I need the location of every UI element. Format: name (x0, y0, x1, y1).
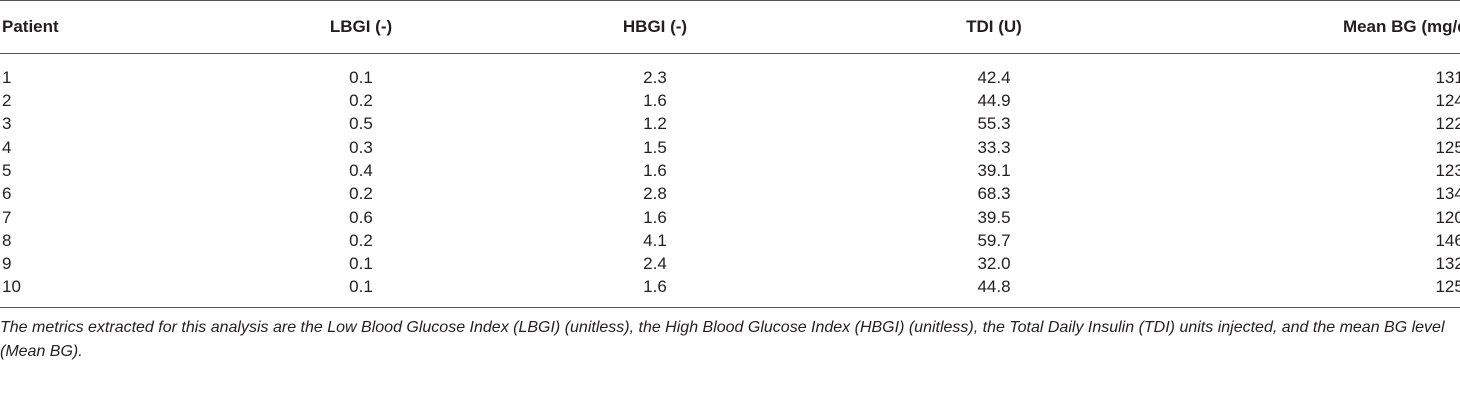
cell-tdi: 39.5 (977, 207, 1011, 227)
cell-patient: 9 (2, 254, 12, 274)
cell-tdi: 42.4 (977, 68, 1011, 87)
cell-tdi: 68.3 (977, 184, 1011, 204)
table-row: 1 0.1 2.3 42.4 131.4 (0, 54, 1460, 90)
results-table-container: Patient LBGI (-) HBGI (-) TDI (U) Mean B… (0, 0, 1460, 361)
cell-lbgi: 0.4 (349, 161, 373, 181)
cell-mean-bg: 123.3 (1435, 161, 1460, 181)
cell-lbgi: 0.1 (349, 68, 373, 87)
cell-lbgi: 0.2 (349, 184, 373, 204)
cell-mean-bg: 132.4 (1435, 254, 1460, 274)
cell-hbgi: 1.5 (643, 137, 667, 157)
header-mean-bg: Mean BG (mg/dl) (1146, 0, 1460, 54)
cell-mean-bg: 122.3 (1435, 114, 1460, 134)
cell-patient: 5 (2, 161, 12, 181)
cell-hbgi: 2.4 (643, 254, 667, 274)
cell-patient: 3 (2, 114, 12, 134)
cell-tdi: 55.3 (977, 114, 1011, 134)
cell-hbgi: 2.8 (643, 184, 667, 204)
cell-lbgi: 0.2 (349, 230, 373, 250)
cell-patient: 1 (2, 68, 12, 87)
cell-patient: 8 (2, 230, 12, 250)
cell-patient: 6 (2, 184, 12, 204)
cell-mean-bg: 120.4 (1435, 207, 1460, 227)
cell-lbgi: 0.5 (349, 114, 373, 134)
cell-tdi: 39.1 (977, 161, 1011, 181)
header-patient: Patient (0, 0, 254, 54)
cell-patient: 2 (2, 91, 12, 111)
cell-hbgi: 4.1 (643, 230, 667, 250)
header-row: Patient LBGI (-) HBGI (-) TDI (U) Mean B… (0, 0, 1460, 54)
cell-hbgi: 1.6 (643, 91, 667, 111)
table-row: 8 0.2 4.1 59.7 146.6 (0, 229, 1460, 252)
table-row: 7 0.6 1.6 39.5 120.4 (0, 205, 1460, 228)
cell-tdi: 59.7 (977, 230, 1011, 250)
table-row: 10 0.1 1.6 44.8 125.2 (0, 275, 1460, 309)
cell-mean-bg: 146.6 (1435, 230, 1460, 250)
table-row: 6 0.2 2.8 68.3 134.7 (0, 182, 1460, 205)
cell-hbgi: 1.6 (468, 275, 842, 309)
cell-patient: 4 (2, 137, 12, 157)
table-row: 2 0.2 1.6 44.9 124.4 (0, 89, 1460, 112)
cell-tdi: 44.8 (842, 275, 1146, 309)
cell-mean-bg: 125.2 (1146, 275, 1460, 309)
table-body: 1 0.1 2.3 42.4 131.4 2 0.2 1.6 44.9 124.… (0, 54, 1460, 309)
cell-lbgi: 0.1 (254, 275, 468, 309)
table-header: Patient LBGI (-) HBGI (-) TDI (U) Mean B… (0, 0, 1460, 54)
cell-mean-bg: 124.4 (1435, 91, 1460, 111)
results-table: Patient LBGI (-) HBGI (-) TDI (U) Mean B… (0, 0, 1460, 309)
cell-lbgi: 0.3 (349, 137, 373, 157)
cell-patient: 7 (2, 207, 12, 227)
table-row: 5 0.4 1.6 39.1 123.3 (0, 159, 1460, 182)
cell-mean-bg: 131.4 (1435, 68, 1460, 87)
cell-hbgi: 1.6 (643, 161, 667, 181)
table-row: 3 0.5 1.2 55.3 122.3 (0, 112, 1460, 135)
header-lbgi: LBGI (-) (254, 0, 468, 54)
cell-lbgi: 0.1 (349, 254, 373, 274)
table-row: 9 0.1 2.4 32.0 132.4 (0, 252, 1460, 275)
cell-mean-bg: 125.5 (1435, 137, 1460, 157)
cell-tdi: 33.3 (977, 137, 1011, 157)
cell-lbgi: 0.2 (349, 91, 373, 111)
table-row: 4 0.3 1.5 33.3 125.5 (0, 136, 1460, 159)
cell-tdi: 44.9 (977, 91, 1011, 111)
header-tdi: TDI (U) (842, 0, 1146, 54)
cell-tdi: 32.0 (977, 254, 1011, 274)
table-caption: The metrics extracted for this analysis … (0, 319, 1445, 361)
cell-mean-bg: 134.7 (1435, 184, 1460, 204)
header-hbgi: HBGI (-) (468, 0, 842, 54)
cell-hbgi: 1.2 (643, 114, 667, 134)
cell-lbgi: 0.6 (349, 207, 373, 227)
cell-hbgi: 1.6 (643, 207, 667, 227)
cell-hbgi: 2.3 (643, 68, 667, 87)
cell-patient: 10 (0, 275, 254, 309)
